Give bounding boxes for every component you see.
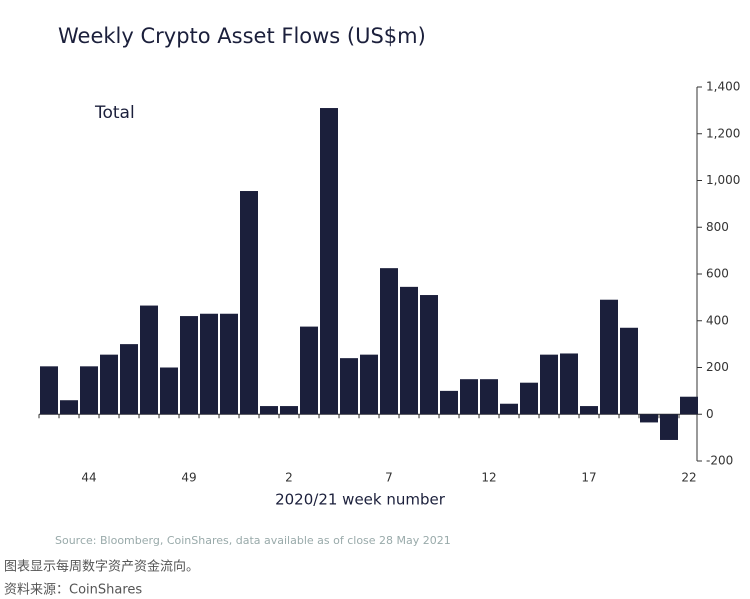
bar [160,367,178,415]
bar [140,305,158,415]
bar [400,286,418,415]
x-tick-label: 7 [385,471,393,485]
bar [300,326,318,415]
y-tick-label: 1,400 [706,80,740,94]
bar [260,406,278,415]
bar [440,390,458,415]
bar [80,366,98,415]
bar [100,354,118,415]
bar [420,295,438,415]
bar [660,414,678,440]
bar [220,313,238,415]
y-tick-label: 200 [706,360,729,374]
bar [680,396,698,415]
bar [280,406,298,415]
bar [520,382,538,415]
caption: 资料来源：CoinShares [4,583,142,598]
bar [580,406,598,415]
bar [380,268,398,415]
bar [180,316,198,415]
bar [320,108,338,415]
y-tick-label: 1,200 [706,126,740,140]
y-tick-label: 0 [706,407,714,421]
x-tick-label: 22 [681,471,696,485]
bar [560,353,578,415]
bar [460,379,478,415]
x-tick-label: 44 [81,471,96,485]
bar [500,403,518,415]
y-tick-label: -200 [706,454,733,468]
bar [60,400,78,415]
y-tick-label: 400 [706,313,729,327]
bar [600,299,618,415]
bar [480,379,498,415]
bar [360,354,378,415]
annotation: Total [94,103,135,123]
bar [40,366,58,415]
y-tick-label: 1,000 [706,173,740,187]
y-tick-label: 600 [706,267,729,281]
caption: 图表显示每周数字资产资金流向。 [4,559,199,575]
chart-background [0,0,750,555]
y-tick-label: 800 [706,220,729,234]
x-tick-label: 17 [581,471,596,485]
x-tick-label: 49 [181,471,196,485]
chart-title: Weekly Crypto Asset Flows (US$m) [58,24,426,48]
bar [200,313,218,415]
bar [540,354,558,415]
bar [640,414,658,423]
bar [240,191,258,415]
bar [620,327,638,415]
x-tick-label: 12 [481,471,496,485]
bar [340,358,358,415]
x-tick-label: 2 [285,471,293,485]
source: Source: Bloomberg, CoinShares, data avai… [55,534,451,547]
bar [120,344,138,415]
x-axis-label: 2020/21 week number [275,491,446,509]
